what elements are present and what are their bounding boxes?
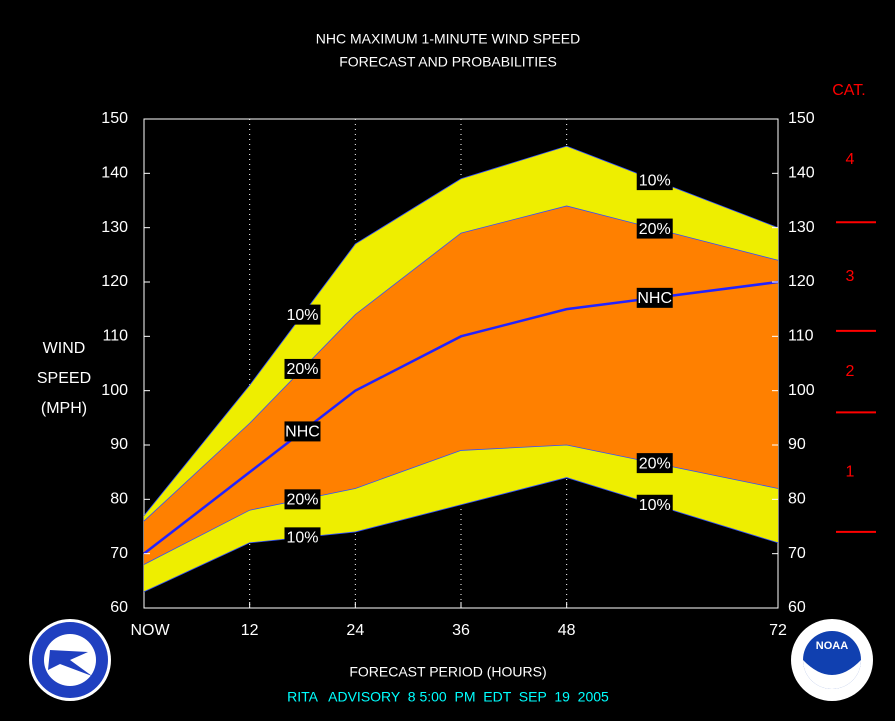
y2-tick-label: 120	[788, 273, 815, 290]
band-edge	[143, 477, 779, 593]
band-edge	[143, 444, 779, 565]
y-tick-label: 100	[101, 382, 128, 399]
nws-logo	[29, 619, 111, 701]
y-tick-label: 80	[110, 491, 128, 508]
x-tick-label: 48	[558, 622, 576, 639]
label-box	[636, 494, 673, 515]
y2-tick-label: 90	[788, 436, 806, 453]
category-label: 1	[846, 463, 855, 480]
label-box	[636, 170, 673, 191]
y-tick-label: 60	[110, 599, 128, 616]
probability-band	[144, 205, 778, 565]
logo-text: NOAA	[816, 640, 848, 652]
forecast-line	[143, 280, 779, 555]
y-axis-title: SPEED	[37, 370, 91, 387]
y2-tick-label: 140	[788, 165, 815, 182]
label-box	[636, 287, 673, 308]
x-tick-label: 36	[452, 622, 470, 639]
series-label: 10%	[286, 530, 318, 547]
band-edge	[143, 145, 779, 516]
series-label: 20%	[639, 455, 671, 472]
advisory-footer: RITA ADVISORY 8 5:00 PM EDT SEP 19 2005	[287, 689, 609, 705]
series-label: 20%	[286, 361, 318, 378]
label-box	[284, 421, 321, 442]
category-label: 4	[846, 151, 855, 168]
y2-tick-label: 150	[788, 110, 815, 127]
chart-title: NHC MAXIMUM 1-MINUTE WIND SPEED	[316, 31, 580, 47]
series-label: 20%	[286, 492, 318, 509]
y2-tick-label: 70	[788, 545, 806, 562]
label-box	[284, 489, 321, 510]
series-label: 10%	[639, 497, 671, 514]
y2-tick-label: 60	[788, 599, 806, 616]
x-tick-label: NOW	[130, 622, 170, 639]
y-tick-label: 70	[110, 545, 128, 562]
series-label: NHC	[637, 290, 672, 307]
y-tick-label: 90	[110, 436, 128, 453]
series-label: 20%	[639, 221, 671, 238]
plot-area: 10% 10% 20% 20% NHC NHC 20% 20% 10% 10% 60 60 70 70 80…	[37, 82, 876, 639]
band-edge	[143, 205, 779, 522]
label-box	[284, 304, 321, 325]
y2-tick-label: 80	[788, 491, 806, 508]
x-tick-label: 12	[241, 622, 259, 639]
x-tick-label: 72	[769, 622, 787, 639]
series-label: 10%	[286, 307, 318, 324]
category-label: 3	[846, 268, 855, 285]
label-box	[636, 218, 673, 239]
series-label: NHC	[285, 424, 320, 441]
y-tick-label: 140	[101, 165, 128, 182]
chart-subtitle: FORECAST AND PROBABILITIES	[339, 54, 557, 70]
label-box	[636, 453, 673, 474]
label-box	[284, 358, 321, 379]
y2-tick-label: 110	[788, 328, 814, 345]
y-tick-label: 150	[101, 110, 128, 127]
y2-tick-label: 100	[788, 382, 815, 399]
y-tick-label: 110	[102, 328, 128, 345]
noaa-logo: NOAA	[791, 619, 873, 701]
y-axis-title: (MPH)	[41, 400, 87, 417]
x-axis-title: FORECAST PERIOD (HOURS)	[349, 664, 546, 680]
y2-tick-label: 130	[788, 219, 815, 236]
label-box	[284, 527, 321, 548]
series-label: 10%	[639, 172, 671, 189]
x-tick-label: 24	[346, 622, 364, 639]
y-tick-label: 130	[101, 219, 128, 236]
category-label: 2	[846, 363, 855, 380]
y-tick-label: 120	[101, 273, 128, 290]
category-title: CAT.	[832, 82, 865, 99]
y-axis-title: WIND	[43, 340, 86, 357]
